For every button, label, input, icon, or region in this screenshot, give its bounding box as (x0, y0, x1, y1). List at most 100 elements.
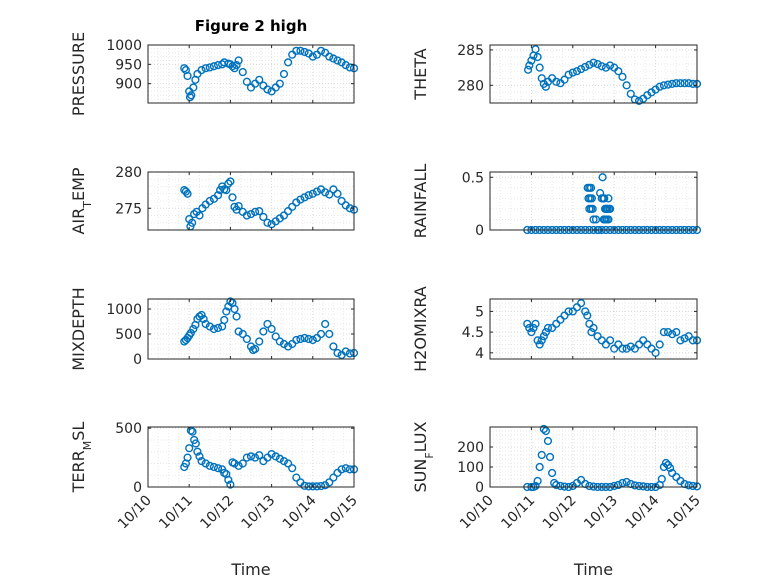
x-tick-label: 10/11 (156, 493, 196, 533)
data-point (552, 77, 561, 86)
data-point (523, 319, 532, 328)
data-point (275, 337, 284, 346)
data-point (589, 215, 598, 224)
data-point (333, 348, 342, 358)
subplot-air_temp: 275 280 AIRTEMP (69, 165, 359, 235)
data-point (639, 336, 648, 345)
y-tick-label: 275 (115, 201, 142, 217)
data-point (585, 319, 594, 328)
data-point (568, 68, 577, 77)
data-point (541, 82, 550, 91)
data-point (300, 193, 309, 202)
data-point (308, 189, 317, 198)
data-point (572, 303, 582, 312)
y-tick-label: 280 (115, 165, 142, 181)
data-point (238, 67, 247, 77)
data-point (251, 344, 260, 354)
data-point (205, 196, 214, 206)
data-point (304, 191, 313, 200)
data-point (279, 69, 289, 79)
data-point (618, 72, 627, 81)
data-point (684, 79, 693, 88)
data-point (191, 439, 200, 448)
data-point (308, 335, 317, 345)
data-point (560, 75, 569, 84)
data-point (541, 328, 550, 337)
data-point (300, 333, 309, 343)
data-point (576, 64, 586, 74)
data-point (341, 61, 350, 70)
data-point (630, 481, 640, 490)
data-point (251, 207, 260, 216)
data-point (539, 332, 548, 341)
data-point (601, 340, 611, 349)
data-point (185, 444, 194, 453)
data-point (190, 209, 199, 219)
data-point (655, 340, 664, 349)
data-point (661, 458, 671, 468)
x-tick-label: 10/12 (540, 493, 580, 533)
data-point (222, 307, 231, 316)
y-tick-label: 4 (475, 346, 484, 362)
y-axis-label: H2OMIXRA (411, 286, 430, 372)
data-point (296, 195, 305, 204)
data-point (643, 340, 652, 349)
y-tick-label: 200 (457, 440, 484, 456)
data-point (321, 188, 330, 197)
data-point (605, 336, 615, 345)
data-point (533, 52, 542, 62)
data-point (676, 336, 685, 345)
data-point (626, 89, 635, 98)
data-point (329, 342, 338, 351)
data-point (183, 189, 192, 198)
data-point (201, 64, 210, 73)
data-point (529, 323, 538, 333)
data-point (226, 480, 235, 489)
data-point (316, 46, 326, 55)
data-point (527, 56, 536, 65)
data-point (234, 327, 243, 336)
x-tick-label: 10/14 (623, 492, 663, 532)
data-point (568, 307, 577, 316)
data-point (197, 457, 206, 466)
data-point (279, 457, 289, 466)
data-point (593, 59, 602, 69)
data-point (308, 482, 317, 491)
data-point (525, 323, 534, 333)
data-point (663, 328, 673, 337)
subplot-pressure: 900 950 1000 PRESSURE (69, 32, 359, 116)
x-tick-label: 10/10 (115, 493, 155, 533)
data-point (234, 56, 243, 65)
data-point (183, 453, 192, 462)
data-point (242, 334, 251, 344)
data-point (560, 311, 569, 320)
data-point (195, 211, 204, 220)
data-point (189, 324, 198, 334)
data-point (199, 314, 208, 324)
data-point (531, 45, 540, 54)
data-point (531, 481, 540, 491)
data-point (531, 319, 540, 328)
data-point (333, 56, 342, 65)
data-point (688, 481, 697, 491)
data-point (283, 459, 293, 468)
data-point (552, 319, 561, 328)
data-point (587, 194, 596, 203)
data-point (614, 480, 623, 490)
data-point (588, 204, 597, 214)
data-point (684, 332, 693, 341)
data-point (224, 475, 233, 485)
data-point (213, 464, 223, 473)
data-point (535, 462, 544, 472)
data-point (251, 453, 260, 462)
data-point (325, 52, 334, 61)
data-point (680, 334, 689, 343)
data-point (255, 451, 264, 460)
data-point (242, 453, 251, 462)
data-point (242, 211, 251, 220)
data-point (201, 319, 210, 329)
data-point (672, 79, 681, 88)
data-point (283, 207, 293, 216)
data-point (585, 481, 594, 491)
